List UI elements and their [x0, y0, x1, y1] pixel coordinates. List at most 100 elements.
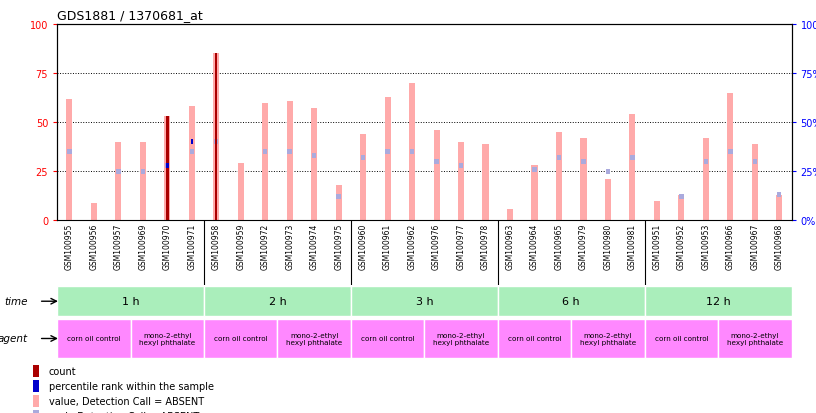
Text: 3 h: 3 h — [415, 297, 433, 306]
Bar — [214, 140, 219, 145]
Bar — [67, 150, 72, 155]
Bar — [645, 287, 792, 316]
Text: GSM100952: GSM100952 — [676, 223, 686, 269]
Text: corn oil control: corn oil control — [361, 336, 415, 342]
Text: corn oil control: corn oil control — [214, 336, 268, 342]
Bar — [33, 380, 39, 392]
Bar — [335, 186, 342, 221]
Bar — [571, 319, 645, 358]
Text: 1 h: 1 h — [122, 297, 140, 306]
Text: GSM100970: GSM100970 — [162, 223, 172, 269]
Text: GSM100978: GSM100978 — [481, 223, 490, 269]
Bar — [752, 160, 757, 164]
Bar — [311, 109, 317, 221]
Text: GSM100976: GSM100976 — [432, 223, 441, 269]
Bar — [459, 164, 463, 169]
Bar — [263, 150, 268, 155]
Bar — [287, 150, 292, 155]
Bar — [57, 319, 131, 358]
Bar — [384, 97, 391, 221]
Text: count: count — [49, 366, 77, 376]
Bar — [213, 54, 220, 221]
Bar — [360, 135, 366, 221]
Bar — [215, 54, 217, 221]
Bar — [131, 319, 204, 358]
Bar — [645, 319, 718, 358]
Text: time: time — [4, 297, 28, 306]
Bar — [409, 83, 415, 221]
Bar — [312, 154, 317, 159]
Bar — [204, 287, 351, 316]
Text: GDS1881 / 1370681_at: GDS1881 / 1370681_at — [57, 9, 203, 22]
Bar — [532, 168, 537, 172]
Bar — [190, 140, 193, 145]
Bar — [165, 164, 170, 169]
Text: GSM100965: GSM100965 — [554, 223, 564, 269]
Text: GSM100981: GSM100981 — [628, 223, 637, 269]
Text: GSM100962: GSM100962 — [407, 223, 417, 269]
Text: mono-2-ethyl
hexyl phthalate: mono-2-ethyl hexyl phthalate — [580, 332, 636, 345]
Bar — [678, 195, 685, 221]
Bar — [777, 193, 782, 198]
Text: mono-2-ethyl
hexyl phthalate: mono-2-ethyl hexyl phthalate — [727, 332, 783, 345]
Text: corn oil control: corn oil control — [508, 336, 561, 342]
Bar — [458, 142, 464, 221]
Bar — [482, 145, 489, 221]
Bar — [140, 169, 145, 174]
Text: 2 h: 2 h — [268, 297, 286, 306]
Bar — [66, 100, 73, 221]
Text: GSM100979: GSM100979 — [579, 223, 588, 269]
Bar — [164, 117, 171, 221]
Text: GSM100971: GSM100971 — [187, 223, 197, 269]
Bar — [336, 195, 341, 200]
Bar — [531, 166, 538, 221]
Bar — [581, 160, 586, 164]
Text: GSM100967: GSM100967 — [750, 223, 760, 269]
Bar — [752, 145, 758, 221]
Text: GSM100980: GSM100980 — [603, 223, 613, 269]
Bar — [679, 195, 684, 200]
Bar — [351, 287, 498, 316]
Text: GSM100964: GSM100964 — [530, 223, 539, 269]
Bar — [605, 169, 610, 174]
Text: 6 h: 6 h — [562, 297, 580, 306]
Text: GSM100959: GSM100959 — [236, 223, 246, 269]
Bar — [557, 156, 561, 161]
Bar — [140, 142, 146, 221]
Bar — [262, 103, 268, 221]
Bar — [237, 164, 244, 221]
Text: GSM100958: GSM100958 — [211, 223, 221, 269]
Bar — [286, 101, 293, 221]
Bar — [654, 202, 660, 221]
Bar — [33, 365, 39, 377]
Text: mono-2-ethyl
hexyl phthalate: mono-2-ethyl hexyl phthalate — [140, 332, 195, 345]
Text: GSM100961: GSM100961 — [383, 223, 392, 269]
Bar — [116, 169, 121, 174]
Bar — [629, 115, 636, 221]
Bar — [385, 150, 390, 155]
Bar — [166, 164, 168, 169]
Text: GSM100957: GSM100957 — [113, 223, 123, 269]
Text: GSM100969: GSM100969 — [138, 223, 148, 269]
Bar — [580, 139, 587, 221]
Text: rank, Detection Call = ABSENT: rank, Detection Call = ABSENT — [49, 411, 199, 413]
Text: GSM100973: GSM100973 — [285, 223, 295, 269]
Text: agent: agent — [0, 334, 28, 344]
Bar — [630, 156, 635, 161]
Bar — [703, 139, 709, 221]
Text: value, Detection Call = ABSENT: value, Detection Call = ABSENT — [49, 396, 204, 406]
Text: GSM100955: GSM100955 — [64, 223, 74, 269]
Bar — [166, 117, 168, 221]
Bar — [718, 319, 792, 358]
Bar — [277, 319, 351, 358]
Bar — [556, 133, 562, 221]
Text: mono-2-ethyl
hexyl phthalate: mono-2-ethyl hexyl phthalate — [286, 332, 342, 345]
Text: 12 h: 12 h — [706, 297, 730, 306]
Bar — [424, 319, 498, 358]
Bar — [361, 156, 366, 161]
Text: corn oil control: corn oil control — [67, 336, 121, 342]
Bar — [91, 203, 97, 221]
Text: GSM100960: GSM100960 — [358, 223, 368, 269]
Text: GSM100972: GSM100972 — [260, 223, 270, 269]
Bar — [410, 150, 415, 155]
